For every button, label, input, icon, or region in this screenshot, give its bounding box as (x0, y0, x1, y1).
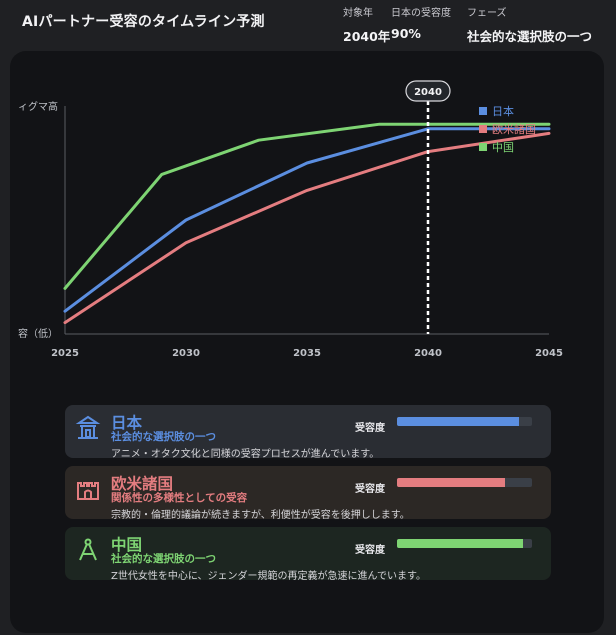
header: AIパートナー受容のタイムライン予測 対象年 2040年 日本の受容度 90% … (0, 0, 616, 50)
region-subtitle: 社会的な選択肢の一つ (111, 431, 216, 443)
meta-label: フェーズ (467, 8, 507, 19)
castle-icon (77, 482, 99, 500)
region-name: 欧米諸国 (111, 475, 174, 493)
region-cards: 日本 社会的な選択肢の一つ アニメ・オタク文化と同様の受容プロセスが進んでいます… (65, 405, 551, 588)
legend-swatch (479, 107, 487, 115)
region-name: 日本 (111, 414, 143, 432)
x-tick-label: 2030 (172, 348, 200, 359)
acceptance-bar-fill (397, 539, 523, 548)
series-line (63, 122, 551, 290)
x-tick-label: 2045 (535, 348, 563, 359)
meta-value: 90% (391, 26, 421, 41)
acceptance-bar (397, 478, 532, 487)
acceptance-bar-fill (397, 417, 519, 426)
legend-swatch (479, 143, 487, 151)
region-subtitle: 関係性の多様性としての受容 (111, 492, 248, 504)
y-axis-top-label: ィグマ高 (18, 100, 58, 113)
region-card-japan[interactable]: 日本 社会的な選択肢の一つ アニメ・オタク文化と同様の受容プロセスが進んでいます… (65, 405, 551, 460)
region-card-china[interactable]: 中国 社会的な選択肢の一つ Z世代女性を中心に、ジェンダー規範の再定義が急速に進… (65, 527, 551, 582)
marker-label: 2040 (414, 87, 442, 98)
legend-label: 中国 (492, 141, 514, 154)
series-line (63, 131, 551, 325)
acceptance-label: 受容度 (355, 423, 385, 434)
meta-value: 2040年 (343, 29, 391, 44)
marker-badge (405, 80, 451, 102)
meta-phase: フェーズ 社会的な選択肢の一つ (467, 4, 592, 45)
acceptance-bar (397, 417, 532, 426)
page-title: AIパートナー受容のタイムライン予測 (22, 14, 265, 30)
meta-japan-acceptance: 日本の受容度 90% (391, 4, 451, 41)
acceptance-label: 受容度 (355, 484, 385, 495)
x-tick-label: 2040 (414, 348, 442, 359)
acceptance-bar (397, 539, 532, 548)
series-line (63, 127, 551, 313)
region-name: 中国 (111, 536, 143, 554)
region-description: Z世代女性を中心に、ジェンダー規範の再定義が急速に進んでいます。 (111, 571, 427, 582)
compass-icon (79, 538, 97, 561)
y-axis-bottom-label: 容（低） (18, 327, 58, 340)
meta-value: 社会的な選択肢の一つ (467, 29, 593, 44)
legend-label: 日本 (492, 104, 514, 118)
legend-swatch (479, 125, 487, 133)
region-card-west[interactable]: 欧米諸国 関係性の多様性としての受容 宗教的・倫理的議論が続きますが、利便性が受… (65, 466, 551, 521)
acceptance-bar-fill (397, 478, 505, 487)
chart-panel: ィグマ高 容（低） 2025 2030 2035 2040 2045 2040 日本 欧米諸国 中国… (10, 51, 604, 633)
region-subtitle: 社会的な選択肢の一つ (111, 553, 216, 565)
acceptance-label: 受容度 (355, 545, 385, 556)
x-tick-label: 2035 (293, 348, 321, 359)
legend-label: 欧米諸国 (492, 122, 536, 136)
x-tick-label: 2025 (51, 348, 79, 359)
region-description: アニメ・オタク文化と同様の受容プロセスが進んでいます。 (111, 449, 380, 460)
region-description: 宗教的・倫理的議論が続きますが、利便性が受容を後押しします。 (111, 510, 410, 521)
meta-label: 対象年 (343, 8, 373, 19)
temple-icon (75, 415, 101, 439)
meta-label: 日本の受容度 (391, 8, 451, 19)
meta-target-year: 対象年 2040年 (343, 4, 390, 45)
